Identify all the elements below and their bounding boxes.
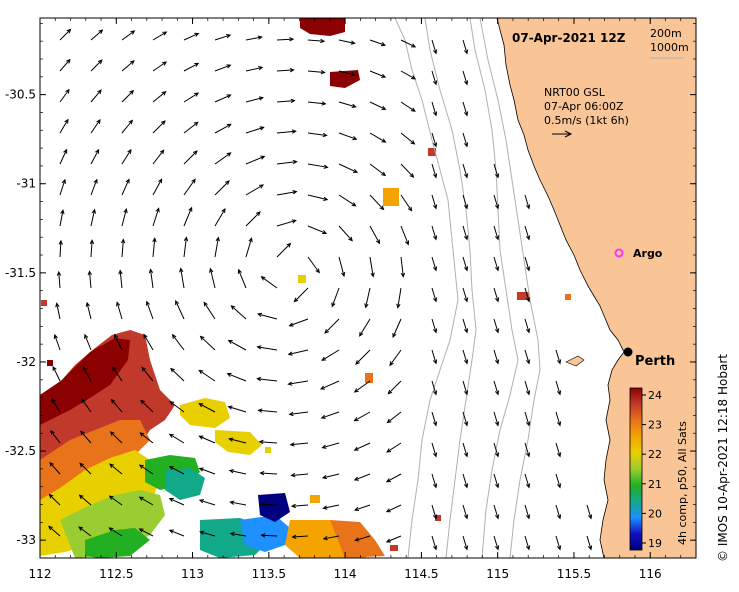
lon-tick-label: 115.5: [557, 567, 591, 581]
lon-tick-label: 114.5: [404, 567, 438, 581]
lon-axis: 112 112.5 113 113.5 114 114.5 115 115.5 116: [29, 18, 697, 581]
contour-legend: 200m 1000m: [650, 27, 689, 59]
sst-colorbar: 24 23 22 21 20 19 4h comp, p50, All Sats: [629, 387, 689, 551]
colorbar-tick-label: 22: [648, 448, 662, 461]
lon-tick-label: 113.5: [252, 567, 286, 581]
colorbar-scale: [629, 387, 643, 551]
current-vectors: [48, 28, 593, 551]
perth-city-icon: [623, 347, 633, 357]
colorbar-tick-label: 21: [648, 478, 662, 491]
colorbar-tick-label: 19: [648, 537, 662, 550]
colorbar-tick-label: 23: [648, 419, 662, 432]
lon-tick-label: 112: [29, 567, 52, 581]
map-title: 07-Apr-2021 12Z: [512, 31, 626, 45]
colorbar-label: 4h comp, p50, All Sats: [676, 421, 689, 545]
current-legend-source: NRT00 GSL: [544, 86, 606, 99]
credit-text: © IMOS 10-Apr-2021 12:18 Hobart: [716, 354, 730, 562]
lat-tick-label: -32: [16, 355, 36, 369]
argo-float-icon: [614, 248, 624, 258]
lat-tick-label: -33: [16, 533, 36, 547]
lon-tick-label: 113: [181, 567, 204, 581]
lon-tick-label: 115: [486, 567, 509, 581]
land-mass: [496, 18, 696, 558]
contour-legend-1000m: 1000m: [650, 41, 689, 54]
bathymetry-contours: [394, 18, 541, 558]
lon-tick-label: 112.5: [99, 567, 133, 581]
argo-marker: Argo: [614, 247, 663, 260]
lat-tick-label: -31: [16, 177, 36, 191]
lon-tick-label: 114: [334, 567, 357, 581]
lat-tick-label: -32.5: [5, 444, 36, 458]
contour-legend-200m: 200m: [650, 27, 682, 40]
lat-tick-label: -31.5: [5, 266, 36, 280]
perth-marker: Perth: [623, 347, 675, 369]
current-legend-scale: 0.5m/s (1kt 6h): [544, 114, 629, 127]
plot-frame: [39, 17, 697, 559]
current-legend-time: 07-Apr 06:00Z: [544, 100, 624, 113]
lon-tick-label: 116: [639, 567, 662, 581]
sst-patches: [40, 18, 571, 558]
perth-label: Perth: [635, 354, 675, 369]
lat-axis: -30.5 -31 -31.5 -32 -32.5 -33: [5, 22, 696, 559]
colorbar-tick-label: 20: [648, 507, 662, 520]
argo-label: Argo: [633, 247, 663, 260]
lat-tick-label: -30.5: [5, 88, 36, 102]
current-legend: NRT00 GSL 07-Apr 06:00Z 0.5m/s (1kt 6h): [544, 86, 629, 138]
rottnest-island: [565, 355, 585, 367]
colorbar-tick-label: 24: [648, 389, 662, 402]
